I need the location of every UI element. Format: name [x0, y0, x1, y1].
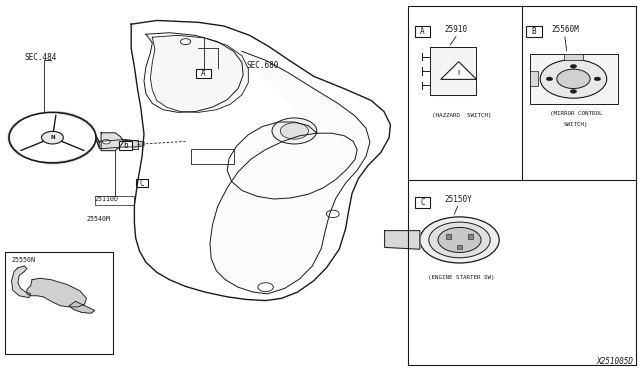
Circle shape — [557, 69, 590, 89]
Bar — [196, 69, 211, 78]
Polygon shape — [99, 140, 144, 149]
Bar — [530, 71, 538, 86]
Polygon shape — [12, 266, 31, 298]
Circle shape — [258, 283, 273, 292]
Polygon shape — [430, 47, 476, 95]
Polygon shape — [441, 62, 477, 79]
Text: A: A — [201, 69, 206, 78]
Bar — [457, 245, 462, 249]
Circle shape — [420, 217, 499, 263]
Text: 25550N: 25550N — [12, 257, 36, 263]
Circle shape — [42, 131, 63, 144]
Circle shape — [540, 60, 607, 98]
Text: SWITCH): SWITCH) — [564, 122, 588, 127]
Circle shape — [180, 39, 191, 45]
Polygon shape — [27, 278, 86, 307]
Bar — [564, 54, 583, 60]
Circle shape — [124, 143, 132, 148]
Circle shape — [272, 118, 317, 144]
Text: SEC.484: SEC.484 — [24, 53, 57, 62]
Bar — [191, 149, 234, 164]
Text: C: C — [140, 179, 145, 187]
Polygon shape — [101, 133, 124, 151]
Circle shape — [438, 227, 481, 253]
Text: B: B — [531, 27, 536, 36]
Polygon shape — [210, 51, 370, 294]
Circle shape — [570, 64, 577, 68]
Text: 25560M: 25560M — [552, 25, 579, 34]
Text: X251005D: X251005D — [596, 357, 634, 366]
Polygon shape — [385, 231, 420, 249]
Circle shape — [326, 210, 339, 218]
Circle shape — [9, 112, 96, 163]
Text: 25110D: 25110D — [95, 196, 119, 202]
Bar — [526, 26, 541, 37]
Text: 25150Y: 25150Y — [445, 195, 472, 203]
Bar — [122, 140, 138, 149]
Text: A: A — [420, 27, 425, 36]
Bar — [95, 196, 134, 205]
Bar — [446, 234, 451, 238]
Text: N: N — [50, 135, 55, 140]
Bar — [530, 54, 618, 104]
Circle shape — [594, 77, 600, 81]
Text: (ENGINE STARTER SW): (ENGINE STARTER SW) — [428, 275, 494, 280]
Bar — [415, 26, 430, 37]
Text: 25910: 25910 — [445, 25, 468, 34]
Text: C: C — [420, 198, 425, 207]
Circle shape — [547, 77, 553, 81]
Circle shape — [102, 140, 110, 144]
Text: (HAZZARD  SWITCH): (HAZZARD SWITCH) — [433, 113, 492, 118]
Circle shape — [280, 123, 308, 139]
Circle shape — [429, 222, 490, 258]
Bar — [468, 234, 473, 238]
Text: SEC.680: SEC.680 — [246, 61, 279, 70]
Polygon shape — [69, 301, 95, 313]
Text: 25540M: 25540M — [86, 217, 111, 222]
Text: !: ! — [456, 70, 461, 76]
Polygon shape — [150, 35, 248, 112]
Text: (MIRROR CONTROL: (MIRROR CONTROL — [550, 111, 602, 116]
Circle shape — [570, 90, 577, 93]
Text: b: b — [123, 141, 128, 150]
Bar — [136, 179, 148, 187]
Bar — [5, 252, 113, 354]
Bar — [415, 198, 430, 208]
Bar — [119, 141, 132, 150]
